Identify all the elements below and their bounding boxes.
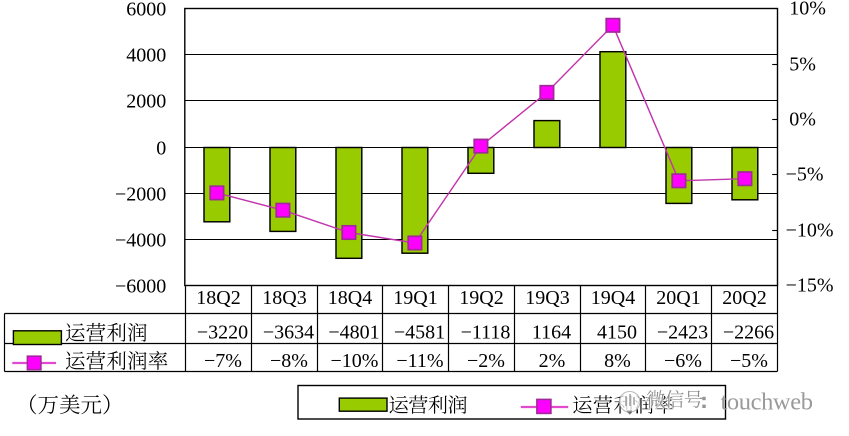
svg-text:−2%: −2% [467, 350, 505, 372]
svg-text:−6%: −6% [664, 350, 702, 372]
svg-text:−4801: −4801 [328, 322, 379, 344]
svg-text:10%: 10% [789, 0, 826, 20]
svg-text:4000: 4000 [126, 44, 166, 66]
svg-text:19Q4: 19Q4 [591, 287, 635, 309]
svg-text:−4581: −4581 [394, 322, 445, 344]
svg-text:−15%: −15% [786, 275, 834, 297]
svg-text:−5%: −5% [786, 164, 824, 186]
svg-text:18Q3: 18Q3 [262, 287, 306, 309]
svg-text:−3634: −3634 [263, 322, 314, 344]
svg-text:−2266: −2266 [723, 322, 774, 344]
svg-text:−10%: −10% [331, 350, 379, 372]
svg-text:−2000: −2000 [115, 183, 166, 205]
svg-text:6000: 6000 [126, 0, 166, 20]
svg-text:−7%: −7% [204, 350, 242, 372]
svg-text:−1118: −1118 [461, 322, 511, 344]
svg-text:−2423: −2423 [657, 322, 708, 344]
svg-text:0: 0 [156, 137, 166, 159]
svg-text:18Q2: 18Q2 [196, 287, 240, 309]
svg-text:−10%: −10% [786, 220, 834, 242]
svg-text:−3220: −3220 [197, 322, 248, 344]
svg-text:0%: 0% [789, 109, 816, 131]
svg-text:19Q2: 19Q2 [459, 287, 503, 309]
svg-text:4150: 4150 [597, 322, 637, 344]
svg-text:5%: 5% [789, 54, 816, 76]
svg-text:2000: 2000 [126, 90, 166, 112]
svg-text:2%: 2% [539, 350, 566, 372]
svg-text:18Q4: 18Q4 [328, 287, 372, 309]
svg-text:19Q3: 19Q3 [525, 287, 569, 309]
svg-text:−8%: −8% [270, 350, 308, 372]
svg-text:touchweb: touchweb [721, 389, 813, 416]
svg-text:20Q1: 20Q1 [656, 287, 700, 309]
svg-text:−5%: −5% [730, 350, 768, 372]
svg-text:−6000: −6000 [115, 275, 166, 297]
svg-text:19Q1: 19Q1 [393, 287, 437, 309]
svg-text:20Q2: 20Q2 [722, 287, 766, 309]
svg-text:−4000: −4000 [115, 229, 166, 251]
svg-text:8%: 8% [604, 350, 631, 372]
svg-text:1164: 1164 [532, 322, 571, 344]
svg-text:−11%: −11% [396, 350, 443, 372]
